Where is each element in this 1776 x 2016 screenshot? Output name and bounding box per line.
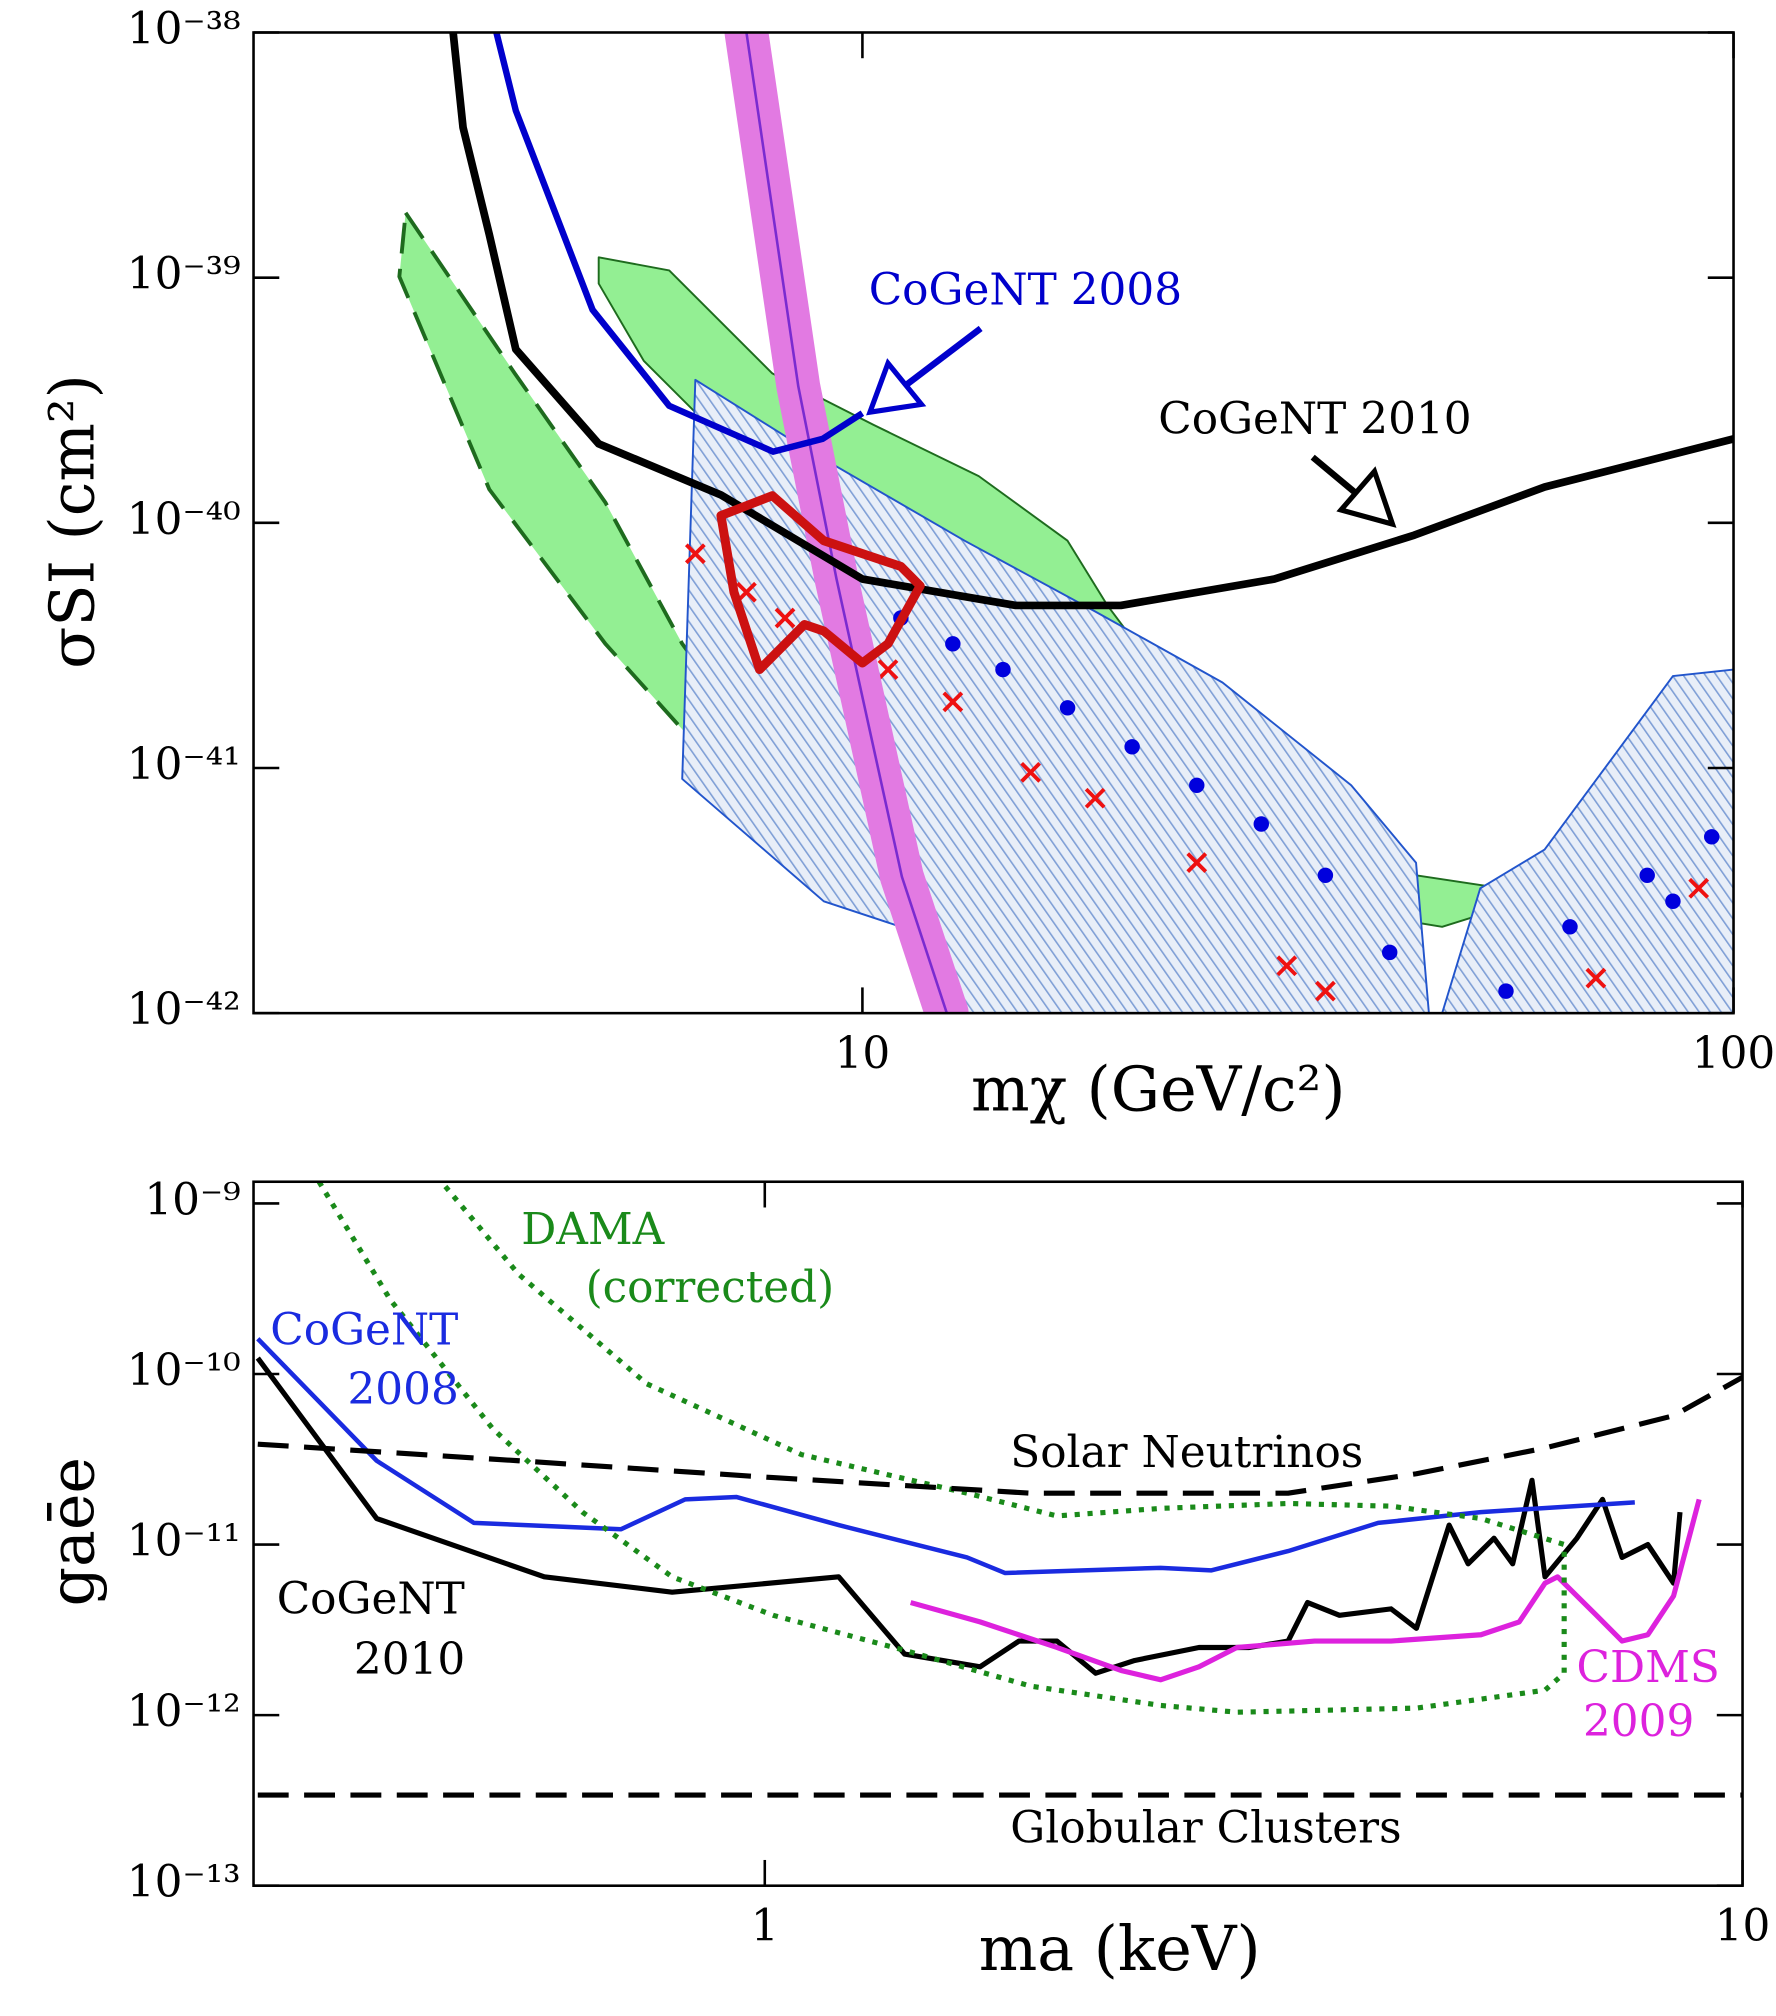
- plot-frame: [252, 1180, 1744, 1887]
- x-axis-title: mχ (GeV/c²): [971, 1053, 1345, 1125]
- dot: [1498, 983, 1514, 999]
- y-tick-label: 10⁻¹⁰: [127, 1345, 241, 1396]
- y-tick-label: 10⁻³⁸: [127, 3, 241, 54]
- series-label: CoGeNT 2010: [1158, 393, 1471, 444]
- series-label: CoGeNT 2008: [869, 265, 1182, 316]
- y-tick-label: 10⁻⁴⁰: [127, 494, 241, 545]
- curve: [316, 1181, 1567, 1715]
- plot-area: [255, 1181, 1743, 1798]
- series-label: CoGeNT 2010: [277, 1574, 466, 1685]
- x-axis-title: ma (keV): [979, 1913, 1261, 1985]
- dot: [1562, 919, 1578, 935]
- cross: [942, 691, 964, 713]
- arrow-head: [866, 358, 927, 416]
- region: [716, 491, 925, 675]
- cross: [1315, 980, 1336, 1002]
- series-label: CoGeNT 2008: [270, 1305, 459, 1415]
- arrows: [866, 325, 1397, 528]
- label-line: (corrected): [586, 1262, 835, 1313]
- curve: [256, 1337, 1635, 1576]
- dot: [1639, 867, 1655, 884]
- label-line: DAMA: [521, 1204, 665, 1255]
- series-label: Solar Neutrinos: [1010, 1427, 1363, 1478]
- y-tick-label: 10⁻¹¹: [127, 1516, 241, 1567]
- x-tick-label: 10: [835, 1028, 891, 1079]
- dot: [1317, 867, 1334, 884]
- label-line: 2008: [347, 1364, 458, 1415]
- cross: [1020, 761, 1042, 783]
- label-line: CoGeNT: [277, 1574, 465, 1625]
- y-tick-label: 10⁻⁹: [144, 1174, 240, 1225]
- dot: [1704, 829, 1720, 845]
- dot: [1189, 777, 1205, 794]
- y-tick-label: 10⁻¹³: [127, 1857, 241, 1908]
- curve: [745, 32, 949, 1014]
- x-tick-label: 10: [1715, 1900, 1771, 1951]
- plot-area: [397, 32, 1734, 1014]
- curve: [255, 1356, 1683, 1676]
- cross: [1186, 852, 1208, 874]
- x-tick-label: 100: [1692, 1028, 1776, 1079]
- series-label: DAMA (corrected): [521, 1204, 834, 1313]
- curve: [449, 32, 1734, 610]
- y-tick-label: 10⁻¹²: [127, 1686, 241, 1737]
- y-tick-label: 10⁻⁴²: [127, 984, 241, 1035]
- cross: [877, 659, 899, 680]
- cross: [1585, 967, 1607, 989]
- dot: [1124, 739, 1140, 755]
- curve: [909, 1498, 1702, 1683]
- dot: [995, 661, 1011, 678]
- arrow-head: [1336, 466, 1397, 528]
- curve: [257, 1374, 1743, 1496]
- cross: [1084, 787, 1106, 809]
- dot: [1253, 816, 1270, 832]
- cross: [1688, 877, 1710, 899]
- label-line: 2009: [1583, 1696, 1694, 1747]
- curve: [493, 32, 865, 455]
- label-line: CDMS: [1577, 1642, 1720, 1693]
- y-axis-title: gaēe: [36, 1457, 108, 1606]
- cross: [774, 607, 796, 629]
- series-label: Globular Clusters: [1010, 1803, 1401, 1854]
- x-tick-label: 1: [751, 1900, 779, 1951]
- cross: [684, 543, 706, 565]
- dot: [1059, 700, 1076, 716]
- region: [681, 378, 1734, 1014]
- y-axis-title: σSI (cm²): [36, 374, 108, 669]
- cross: [1276, 955, 1298, 977]
- dot: [1665, 893, 1681, 909]
- y-tick-label: 10⁻³⁹: [127, 249, 241, 300]
- dot: [1381, 944, 1398, 961]
- arrow-shaft: [898, 325, 983, 392]
- series-label: CDMS 2009: [1577, 1642, 1720, 1747]
- y-tick-label: 10⁻⁴¹: [127, 739, 241, 790]
- label-line: CoGeNT: [270, 1305, 458, 1356]
- label-line: 2010: [354, 1634, 465, 1685]
- dot: [945, 636, 961, 652]
